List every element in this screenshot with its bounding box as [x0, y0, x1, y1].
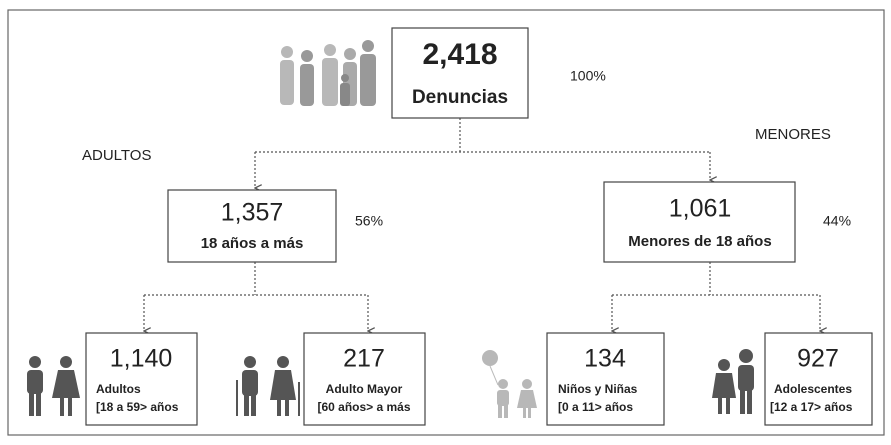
leaf-label: Niños y Niñas: [558, 382, 638, 396]
leaf-range: [60 años> a más: [317, 400, 410, 414]
leaf-label: Adolescentes: [774, 382, 852, 396]
leaf-value: 134: [584, 345, 626, 373]
children-icon: [482, 350, 537, 418]
elderly-icon: [236, 356, 300, 416]
leaf-value: 927: [797, 345, 839, 373]
leaf-label: Adulto Mayor: [326, 382, 403, 396]
node-label: 18 años a más: [201, 235, 304, 252]
leaf-label: Adultos: [96, 382, 141, 396]
leaf-range: [18 a 59> años: [96, 400, 179, 414]
node-percent: 56%: [355, 213, 383, 229]
leaf-range: [0 a 11> años: [558, 400, 633, 414]
crowd-icon: [280, 40, 376, 106]
node-value: 1,357: [221, 199, 284, 227]
teens-icon: [712, 349, 754, 414]
leaf-range: [12 a 17> años: [770, 400, 853, 414]
node-percent: 44%: [823, 213, 851, 229]
leaf-value: 1,140: [110, 345, 173, 373]
root-value: 2,418: [422, 38, 497, 71]
group-label: MENORES: [755, 126, 831, 143]
diagram: 2,418 Denuncias 100% ADULTOS MENORES 1,3…: [0, 0, 891, 445]
node-label: Menores de 18 años: [628, 233, 771, 250]
group-label: ADULTOS: [82, 147, 151, 164]
leaf-value: 217: [343, 345, 385, 373]
root-label: Denuncias: [412, 87, 508, 108]
page: {"root": {"value": "2,418", "label": "De…: [0, 0, 891, 445]
root-percent: 100%: [570, 68, 606, 84]
adults-icon: [27, 356, 80, 416]
node-value: 1,061: [669, 195, 732, 223]
